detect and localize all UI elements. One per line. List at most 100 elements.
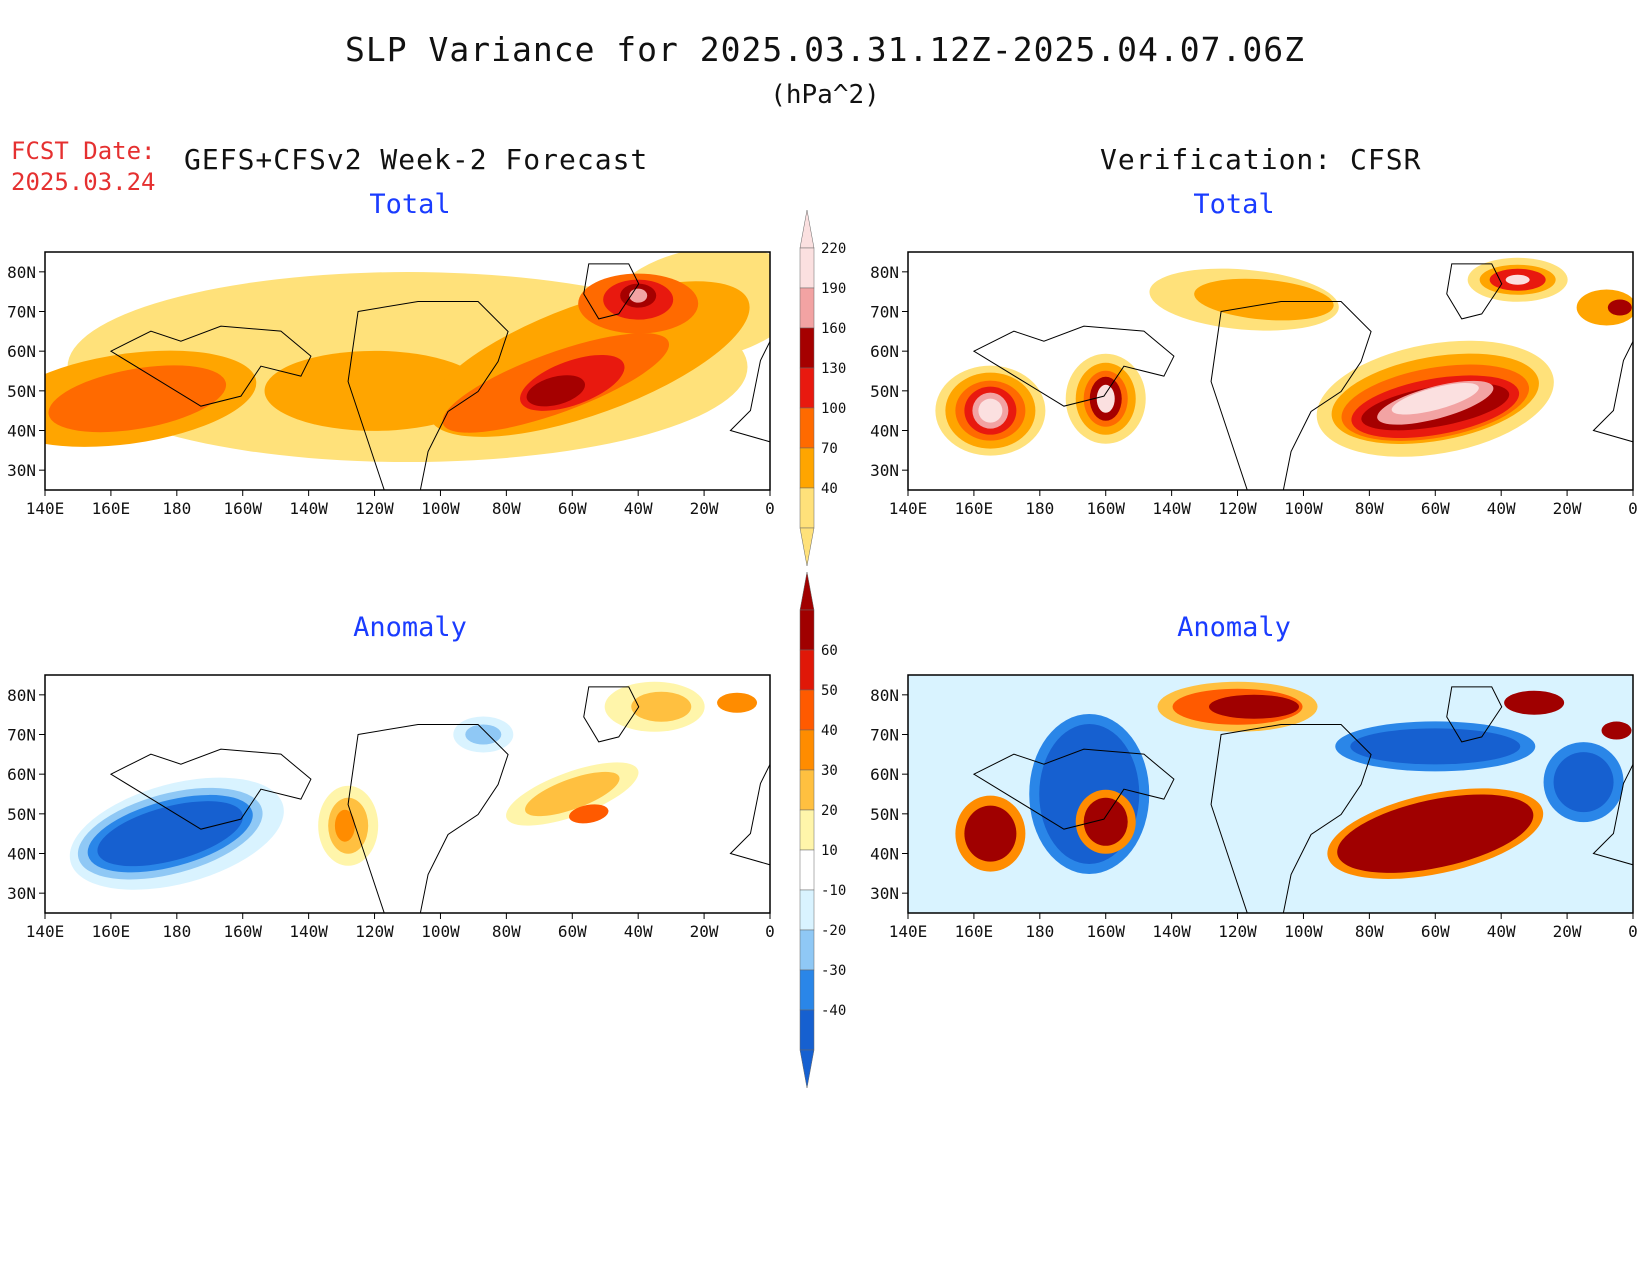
map-forecast-total: 140E 160E 180 160W 140W 120W 100W 80W 60W 40W 20W 0…	[7, 251, 775, 518]
lon-tick-label: 120W	[355, 499, 394, 518]
colorbar-anomaly: -40 -30 -20 -10 10 20 30 40 50 60	[799, 571, 846, 1089]
colorbar-swatch	[799, 407, 815, 449]
verification-column-header: Verification: CFSR	[1100, 143, 1422, 176]
lon-tick-label: 140W	[289, 922, 328, 941]
lon-tick-label: 100W	[1284, 499, 1323, 518]
colorbar-swatch	[799, 969, 815, 1011]
colorbar-tick-label: -20	[821, 923, 846, 939]
lat-tick-label: 50N	[870, 382, 899, 401]
lat-tick-label: 80N	[7, 263, 36, 282]
lat-tick-label: 70N	[870, 303, 899, 322]
lat-tick-label: 60N	[870, 342, 899, 361]
lon-tick-label: 80W	[492, 922, 521, 941]
panel-title-fcst-anomaly: Anomaly	[353, 612, 467, 643]
lon-tick-label: 120W	[1218, 922, 1257, 941]
lat-tick-label: 30N	[870, 884, 899, 903]
colorbar-swatch	[799, 1009, 815, 1051]
panel-title-verif-total: Total	[1193, 189, 1275, 220]
colorbar-swatch	[799, 729, 815, 771]
colorbar-tick-label: 50	[821, 683, 838, 699]
lon-tick-label: 160W	[223, 499, 262, 518]
units-label: (hPa^2)	[770, 80, 880, 110]
colorbar-tick-label: -40	[821, 1003, 846, 1019]
colorbar-extend-bottom	[799, 1049, 815, 1089]
fcst-date-value: 2025.03.24	[11, 168, 156, 196]
colorbar-swatch	[799, 889, 815, 931]
colorbar-swatch	[799, 929, 815, 971]
lon-tick-label: 100W	[421, 922, 460, 941]
lon-tick-label: 0	[765, 499, 775, 518]
colorbar-swatch	[799, 689, 815, 731]
lon-tick-label: 140W	[1152, 922, 1191, 941]
colorbar-tick-label: 10	[821, 843, 838, 859]
colorbar-swatch	[799, 649, 815, 691]
lon-tick-label: 100W	[421, 499, 460, 518]
lon-tick-label: 140W	[1152, 499, 1191, 518]
lon-tick-label: 120W	[355, 922, 394, 941]
map-verification-total: 140E 160E 180 160W 140W 120W 100W 80W 60W 40W 20W 0…	[870, 251, 1638, 518]
colorbar-extend-top	[799, 571, 815, 611]
lon-tick-label: 160W	[1086, 499, 1125, 518]
colorbar-tick-label: 220	[821, 241, 846, 257]
colorbar-swatch	[799, 247, 815, 289]
lon-tick-label: 160W	[1086, 922, 1125, 941]
lon-tick-label: 40W	[1487, 922, 1516, 941]
colorbar-tick-label: -30	[821, 963, 846, 979]
forecast-column-header: GEFS+CFSv2 Week-2 Forecast	[184, 143, 649, 176]
lon-tick-label: 140E	[26, 499, 65, 518]
lon-tick-label: 160E	[92, 922, 131, 941]
lon-tick-label: 40W	[1487, 499, 1516, 518]
colorbar-tick-label: 190	[821, 281, 846, 297]
main-title: SLP Variance for 2025.03.31.12Z-2025.04.…	[345, 30, 1305, 69]
colorbar-tick-label: 130	[821, 361, 846, 377]
lat-tick-label: 50N	[870, 805, 899, 824]
lon-tick-label: 120W	[1218, 499, 1257, 518]
lon-tick-label: 80W	[1355, 499, 1384, 518]
map-verification-anomaly: 140E 160E 180 160W 140W 120W 100W 80W 60W 40W 20W 0…	[870, 674, 1638, 941]
lat-tick-label: 40N	[7, 422, 36, 441]
colorbar-swatch	[799, 367, 815, 409]
lon-tick-label: 20W	[690, 499, 719, 518]
lon-tick-label: 140E	[889, 499, 928, 518]
lon-tick-label: 40W	[624, 922, 653, 941]
lon-tick-label: 0	[1628, 499, 1638, 518]
colorbar-tick-label: 30	[821, 763, 838, 779]
colorbar-tick-label: 100	[821, 401, 846, 417]
lon-tick-label: 140W	[289, 499, 328, 518]
lon-tick-label: 60W	[558, 922, 587, 941]
lon-tick-label: 100W	[1284, 922, 1323, 941]
lat-tick-label: 70N	[7, 726, 36, 745]
lat-tick-label: 70N	[870, 726, 899, 745]
colorbar-swatch	[799, 287, 815, 329]
lat-tick-label: 40N	[870, 845, 899, 864]
lat-tick-label: 80N	[870, 686, 899, 705]
lat-tick-label: 30N	[7, 461, 36, 480]
lon-tick-label: 160E	[955, 922, 994, 941]
lon-tick-label: 180	[162, 922, 191, 941]
colorbar-extend-bottom	[799, 527, 815, 567]
lon-tick-label: 80W	[1355, 922, 1384, 941]
lon-tick-label: 140E	[26, 922, 65, 941]
colorbar-tick-label: 160	[821, 321, 846, 337]
lat-tick-label: 40N	[7, 845, 36, 864]
lon-tick-label: 20W	[1553, 499, 1582, 518]
colorbar-extend-top	[799, 209, 815, 249]
lon-tick-label: 40W	[624, 499, 653, 518]
lat-tick-label: 80N	[870, 263, 899, 282]
fcst-date-label: FCST Date:	[11, 137, 156, 165]
panel-title-fcst-total: Total	[369, 189, 451, 220]
lon-tick-label: 0	[765, 922, 775, 941]
lat-tick-label: 50N	[7, 382, 36, 401]
colorbar-tick-label: -10	[821, 883, 846, 899]
lat-tick-label: 80N	[7, 686, 36, 705]
panel-title-verif-anomaly: Anomaly	[1177, 612, 1291, 643]
colorbar-swatch	[799, 487, 815, 529]
colorbar-swatch	[799, 327, 815, 369]
lat-tick-label: 30N	[7, 884, 36, 903]
colorbar-swatch	[799, 447, 815, 489]
lon-tick-label: 160E	[92, 499, 131, 518]
lon-tick-label: 160E	[955, 499, 994, 518]
lat-tick-label: 70N	[7, 303, 36, 322]
colorbar-tick-label: 70	[821, 441, 838, 457]
lat-tick-label: 60N	[7, 765, 36, 784]
